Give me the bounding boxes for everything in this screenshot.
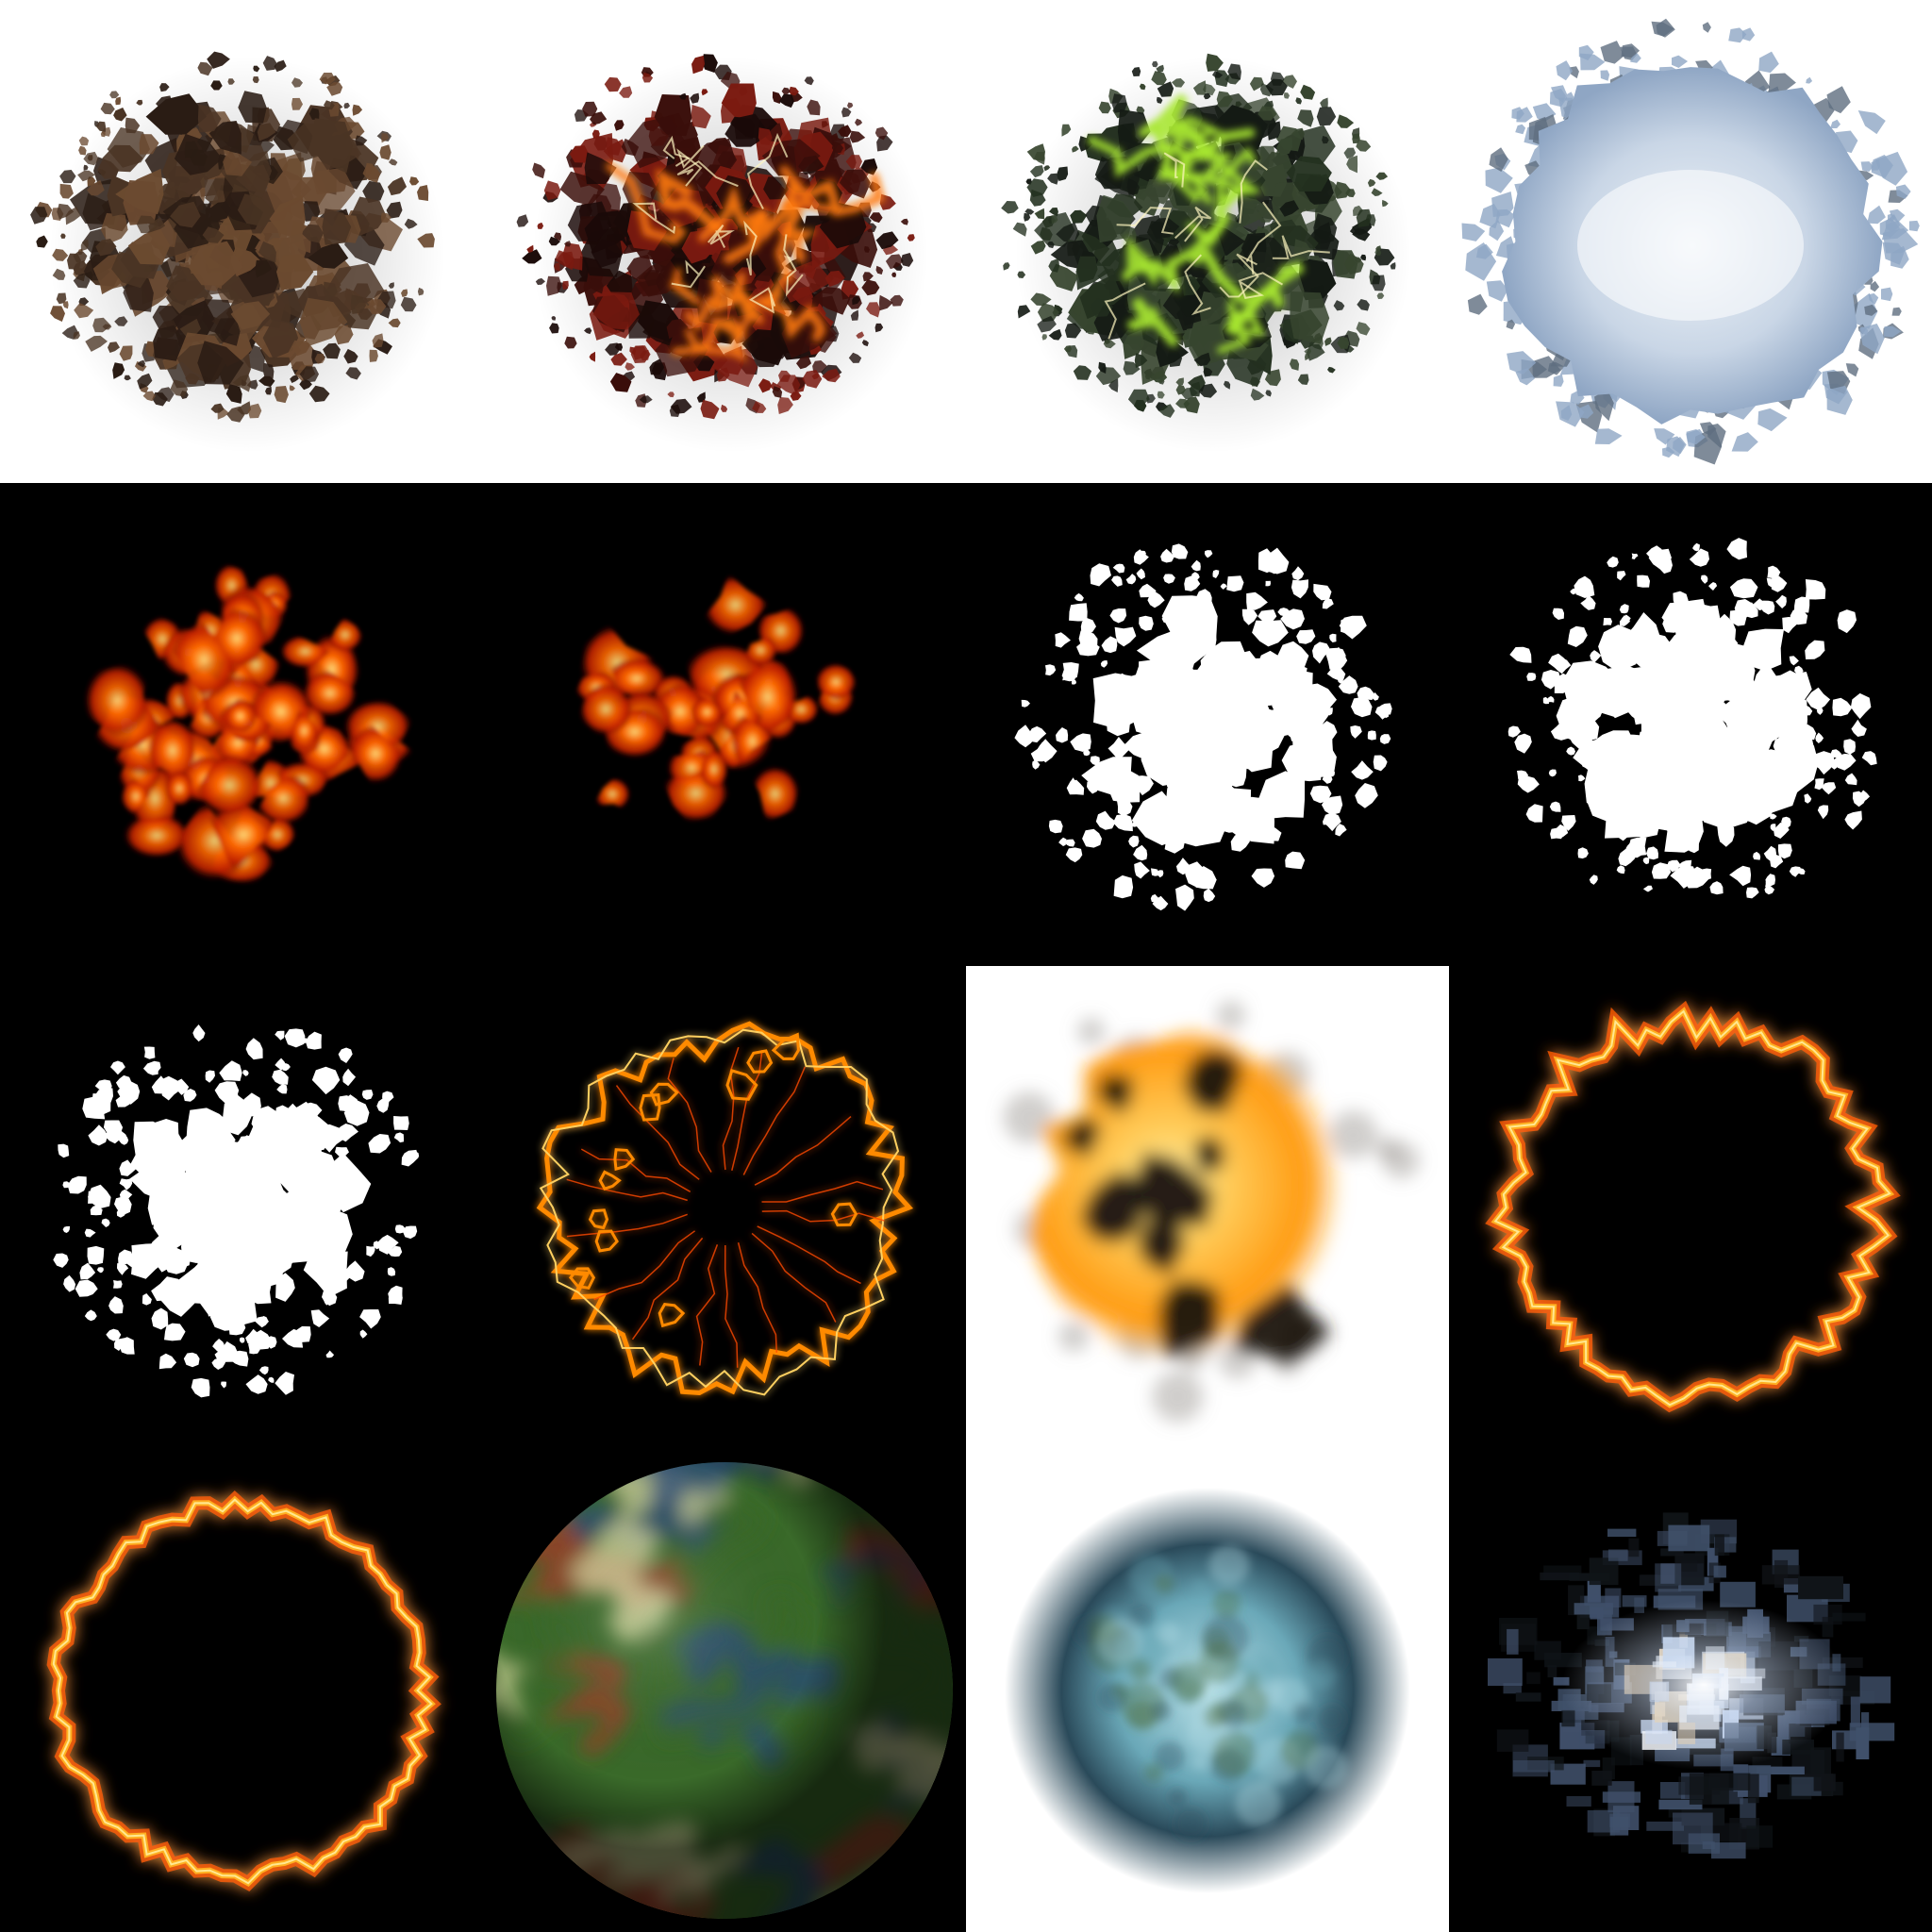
rubble-alpha-mask-a xyxy=(966,483,1449,966)
glow-core xyxy=(1104,152,1330,340)
fireball-smoke-burst xyxy=(966,966,1449,1449)
rubble-chunks xyxy=(516,54,915,420)
rubble-alpha-mask-b-graphic xyxy=(1507,538,1877,899)
ember-flames xyxy=(575,574,858,823)
mask-blobs xyxy=(53,1024,420,1398)
rubble-alpha-mask-c-graphic xyxy=(53,1024,420,1398)
rock-rubble-brown-decal-graphic xyxy=(30,51,445,453)
nebula-swirl-orb-graphic xyxy=(496,1462,953,1919)
rock-rubble-lava-decal-graphic xyxy=(516,54,928,453)
ember-flames xyxy=(84,563,415,885)
cloud-orb-body xyxy=(1005,1488,1410,1893)
fireball-cloud xyxy=(1003,1000,1420,1423)
cloudy-cyan-orb xyxy=(966,1449,1449,1932)
flame-ring xyxy=(46,1490,441,1891)
rubble-alpha-mask-a-graphic xyxy=(1014,543,1392,911)
fire-emissive-map-sparse xyxy=(483,483,966,966)
fire-emissive-map-full xyxy=(0,483,483,966)
fire-ring-jagged xyxy=(1449,966,1932,1449)
light-core xyxy=(1562,1600,1845,1770)
fire-ring-jagged-graphic xyxy=(1485,1000,1901,1413)
fire-crack-ring-graphic xyxy=(536,1021,914,1396)
rubble-alpha-mask-c xyxy=(0,966,483,1449)
ice-crater-decal-graphic xyxy=(1461,18,1920,465)
rock-rubble-brown-decal xyxy=(0,0,483,483)
fire-emissive-map-sparse-graphic xyxy=(575,574,858,823)
fire-crack-ring xyxy=(483,966,966,1449)
rubble-chunks xyxy=(30,51,435,423)
fire-ring-round-graphic xyxy=(46,1490,441,1891)
rock-rubble-acid-decal xyxy=(966,0,1449,483)
nebula-swirl-orb xyxy=(483,1449,966,1932)
mask-blobs xyxy=(1014,543,1392,911)
rock-rubble-acid-decal-graphic xyxy=(1001,53,1411,453)
cloud-mottling xyxy=(1074,1544,1348,1840)
fire-emissive-map-full-graphic xyxy=(84,563,415,885)
cloudy-cyan-orb-graphic xyxy=(1005,1488,1410,1893)
ice-crater-decal xyxy=(1449,0,1932,483)
rubble-alpha-mask-b xyxy=(1449,483,1932,966)
glitch-light-burst-graphic xyxy=(1488,1512,1895,1859)
fireball-smoke-burst-graphic xyxy=(1003,1000,1420,1423)
glow-core xyxy=(632,132,804,314)
glow-veins xyxy=(1087,92,1305,354)
crack-lines xyxy=(536,1021,914,1396)
fire-ring-round xyxy=(0,1449,483,1932)
orb-swirls xyxy=(496,1462,953,1919)
rock-rubble-lava-decal xyxy=(483,0,966,483)
flame-ring xyxy=(1485,1000,1901,1413)
glitch-light-burst xyxy=(1449,1449,1932,1932)
mask-blobs xyxy=(1507,538,1877,899)
